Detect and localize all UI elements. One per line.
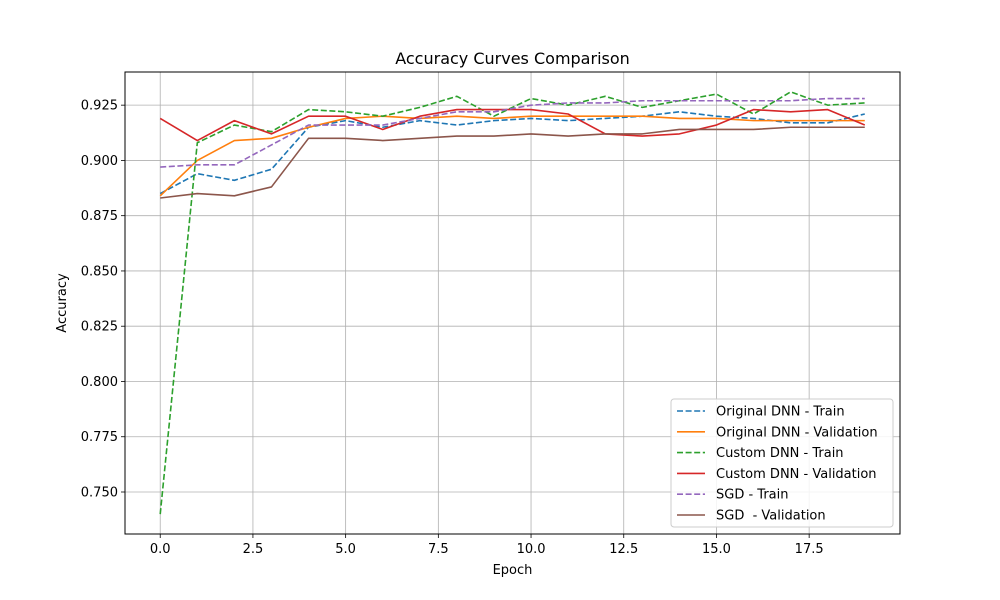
y-tick-label: 0.800 [81,375,118,390]
legend-label: Original DNN - Train [716,405,845,420]
x-tick-label: 17.5 [795,542,824,557]
series-line-2 [159,115,865,197]
plot-frame [124,71,901,535]
y-axis-label: Accuracy [55,273,70,333]
y-tick-label: 0.825 [81,320,118,335]
x-tick-label: 2.5 [243,542,264,557]
series-line-6 [160,126,865,199]
legend: Original DNN - Train Original DNN - Valid… [670,398,894,528]
x-tick-label: 0.0 [150,542,171,557]
series-line-5 [160,97,865,168]
legend-label: Custom DNN - Train [716,446,844,461]
y-tick-label: 0.775 [81,430,118,445]
x-axis-label: Epoch [493,563,533,578]
x-tick-label: 5.0 [335,542,356,557]
legend-label: Custom DNN - Validation [716,467,877,482]
y-tick-label: 0.750 [81,486,118,501]
legend-label: SGD - Validation [716,509,826,524]
series-layer [159,91,866,515]
x-tick-label: 12.5 [609,542,638,557]
series-line-3 [159,91,865,515]
x-tick-label: 7.5 [428,542,449,557]
y-tick-label: 0.900 [81,154,118,169]
y-tick-label: 0.875 [81,209,118,224]
legend-label: Original DNN - Validation [716,425,878,440]
x-tick-label: 10.0 [517,542,546,557]
series-line-4 [159,108,866,142]
legend-label: SGD - Train [716,488,788,503]
chart-title: Accuracy Curves Comparison [395,49,630,68]
legend-box [670,398,894,528]
y-tick-label: 0.850 [81,264,118,279]
series-line-1 [159,110,865,195]
y-tick-label: 0.925 [81,99,118,114]
x-tick-label: 15.0 [702,542,731,557]
y-axis-ticks: 0.750 0.775 0.800 0.825 0.850 0.875 0.900 0.925 [81,99,125,501]
x-axis-ticks: 0.0 2.5 5.0 7.5 10.0 12.5 15.0 17.5 [150,534,824,557]
